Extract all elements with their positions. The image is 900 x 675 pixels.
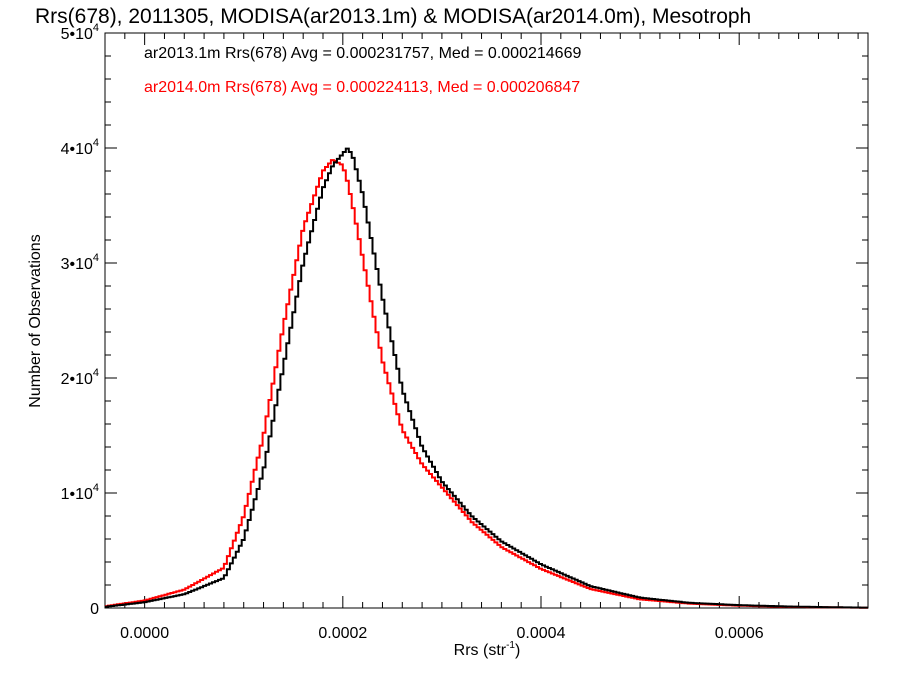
x-tick-labels: 0.0000 0.0002 0.0004 0.0006 (120, 625, 764, 642)
legend-entry-ar2014: ar2014.0m Rrs(678) Avg = 0.000224113, Me… (144, 79, 580, 96)
series-line-ar2014 (105, 159, 868, 609)
y-tick-label: 1•104 (61, 482, 99, 503)
y-tick-label: 5•104 (61, 22, 99, 43)
series-line-ar2013 (105, 147, 868, 609)
x-tick-label: 0.0002 (318, 625, 367, 642)
y-tick-label: 2•104 (61, 367, 99, 388)
legend-entry-ar2013: ar2013.1m Rrs(678) Avg = 0.000231757, Me… (144, 45, 581, 62)
x-tick-label: 0.0006 (715, 625, 764, 642)
plot-border (104, 32, 869, 609)
y-tick-labels: 0 1•104 2•104 3•104 4•104 5•104 (61, 22, 100, 618)
series-layer (105, 147, 868, 609)
chart-title: Rrs(678), 2011305, MODISA(ar2013.1m) & M… (35, 5, 751, 28)
y-tick-label: 3•104 (61, 252, 99, 273)
plot-frame (104, 32, 869, 609)
x-axis-label: Rrs (str-1) (454, 640, 521, 659)
x-tick-label: 0.0004 (517, 625, 566, 642)
legend: ar2013.1m Rrs(678) Avg = 0.000231757, Me… (144, 45, 581, 96)
axis-ticks (104, 32, 868, 609)
y-tick-label: 0 (90, 601, 99, 618)
y-tick-label: 4•104 (61, 137, 99, 158)
x-tick-label: 0.0000 (120, 625, 169, 642)
y-axis-label: Number of Observations (27, 234, 44, 407)
